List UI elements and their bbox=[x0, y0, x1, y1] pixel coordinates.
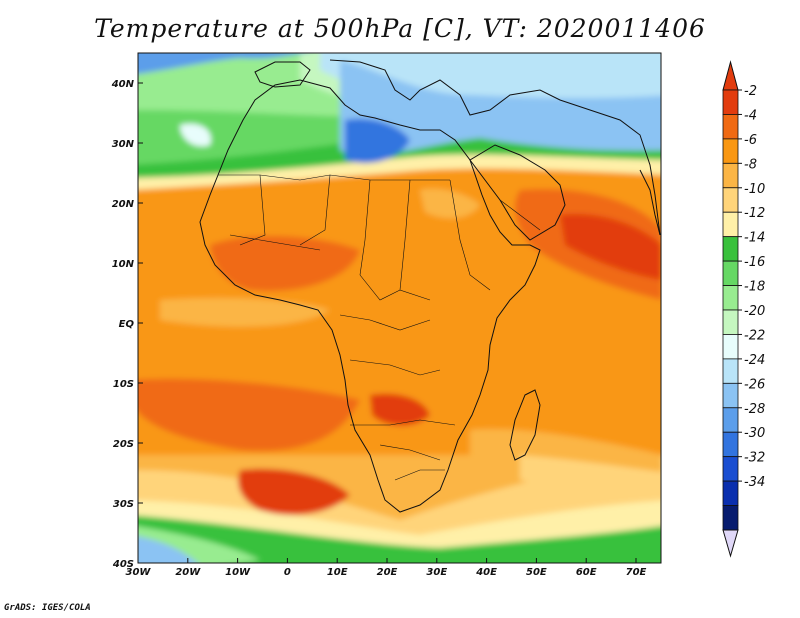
colorbar-swatch bbox=[722, 285, 739, 311]
colorbar-label: -14 bbox=[744, 231, 765, 246]
iberia-coastline bbox=[254, 61, 311, 88]
cold-core-30 bbox=[345, 118, 410, 164]
longitude-axis: 30W 20W 10W 0 10E 20E 30E 40E 50E 60E 70E bbox=[126, 558, 647, 578]
colorbar-swatch bbox=[722, 480, 739, 506]
colorbar-swatch bbox=[722, 456, 739, 482]
lat-tick-label: EQ bbox=[119, 319, 135, 330]
colorbar-label: -12 bbox=[744, 206, 765, 221]
madagascar-coastline bbox=[509, 389, 541, 461]
colorbar-label: -18 bbox=[744, 280, 765, 295]
band-sudan-8 bbox=[420, 188, 480, 219]
colorbar-swatch bbox=[722, 260, 739, 286]
india-coastline bbox=[639, 169, 661, 236]
colorbar-swatch bbox=[722, 334, 739, 360]
colorbar-swatch bbox=[722, 382, 739, 409]
colorbar-swatch bbox=[722, 431, 739, 458]
lon-tick-label: 30W bbox=[126, 567, 152, 578]
colorbar-top-arrow bbox=[722, 60, 739, 91]
colorbar-label: -20 bbox=[744, 304, 765, 319]
warm-south-atlantic bbox=[138, 378, 360, 451]
arabia-coastline bbox=[469, 144, 566, 241]
colorbar-label: -34 bbox=[744, 475, 765, 490]
band-indian-6 bbox=[560, 325, 661, 460]
colorbar-swatch bbox=[722, 114, 739, 140]
colorbar-bottom-arrow bbox=[722, 529, 739, 558]
colorbar-swatch bbox=[722, 309, 739, 335]
lat-tick-label: 40N bbox=[111, 79, 135, 90]
africa-coastline bbox=[199, 79, 541, 513]
colorbar-label: -26 bbox=[744, 377, 765, 392]
lon-tick-label: 10W bbox=[225, 567, 251, 578]
colorbar-label: -16 bbox=[744, 255, 765, 270]
colorbar-swatch bbox=[722, 505, 739, 531]
colorbar-label: -8 bbox=[744, 157, 757, 172]
map-title: Temperature at 500hPa [C], VT: 202001140… bbox=[94, 14, 706, 43]
lat-tick-label: 10S bbox=[113, 379, 134, 390]
colorbar-label: -24 bbox=[744, 353, 765, 368]
colorbar-label: -10 bbox=[744, 182, 765, 197]
band-nw-28 bbox=[138, 53, 302, 74]
lon-tick-label: 30E bbox=[426, 567, 447, 578]
lat-tick-label: 30S bbox=[113, 499, 134, 510]
colorbar-swatch bbox=[722, 236, 739, 262]
map-frame bbox=[137, 52, 662, 564]
lon-tick-label: 70E bbox=[626, 567, 647, 578]
band-north-26 bbox=[340, 60, 661, 156]
colorbar-swatch bbox=[722, 162, 739, 189]
europe-coastline bbox=[329, 59, 661, 236]
temperature-field bbox=[138, 53, 661, 563]
coastlines bbox=[199, 59, 661, 513]
lon-tick-label: 50E bbox=[526, 567, 547, 578]
colorbar-label: -30 bbox=[744, 426, 765, 441]
colorbar-label: -2 bbox=[744, 84, 757, 99]
hot-south-atlantic bbox=[238, 468, 350, 515]
colorbar-swatch bbox=[722, 407, 739, 433]
colorbar-label: -22 bbox=[744, 328, 765, 343]
lat-tick-label: 40S bbox=[112, 559, 134, 570]
band-sw-26 bbox=[138, 536, 198, 563]
grads-credit: GrADS: IGES/COLA bbox=[4, 603, 91, 613]
colorbar-label: -4 bbox=[744, 108, 757, 123]
band-south-14 bbox=[138, 515, 661, 563]
colorbar-label: -28 bbox=[744, 402, 765, 417]
lon-tick-label: 40E bbox=[475, 567, 497, 578]
warm-west-africa bbox=[210, 235, 360, 291]
colorbar-swatch bbox=[722, 89, 739, 115]
colorbar-swatch bbox=[722, 358, 739, 384]
colorbar-label: -32 bbox=[744, 451, 765, 466]
colorbar-swatch bbox=[722, 211, 739, 238]
lon-tick-label: 10E bbox=[327, 567, 348, 578]
colorbar-swatch bbox=[722, 138, 739, 164]
colorbar-label: -6 bbox=[744, 133, 757, 148]
lon-tick-label: 20W bbox=[175, 567, 201, 578]
colorbar: -2 -4 -6 -8 -10 -12 -14 -16 -18 -20 -22 -24 -26 -28 -3… bbox=[722, 60, 765, 558]
lon-tick-label: 0 bbox=[284, 567, 291, 578]
latitude-axis: 40N 30N 20N 10N EQ 10S 20S 30S 40S bbox=[111, 79, 143, 570]
band-gulf-guinea-8 bbox=[160, 298, 330, 327]
hot-arabian-sea bbox=[560, 214, 661, 280]
band-south-indian-10 bbox=[520, 455, 661, 500]
blob-nw-20 bbox=[180, 123, 211, 147]
lat-tick-label: 20S bbox=[113, 439, 134, 450]
country-borders bbox=[218, 174, 541, 481]
hot-central-south-africa bbox=[370, 393, 430, 426]
lon-tick-label: 60E bbox=[576, 567, 597, 578]
lat-tick-label: 30N bbox=[112, 139, 135, 150]
lon-tick-label: 20E bbox=[377, 567, 398, 578]
lat-tick-label: 10N bbox=[112, 259, 135, 270]
colorbar-swatch bbox=[722, 187, 739, 213]
lat-tick-label: 20N bbox=[112, 199, 135, 210]
